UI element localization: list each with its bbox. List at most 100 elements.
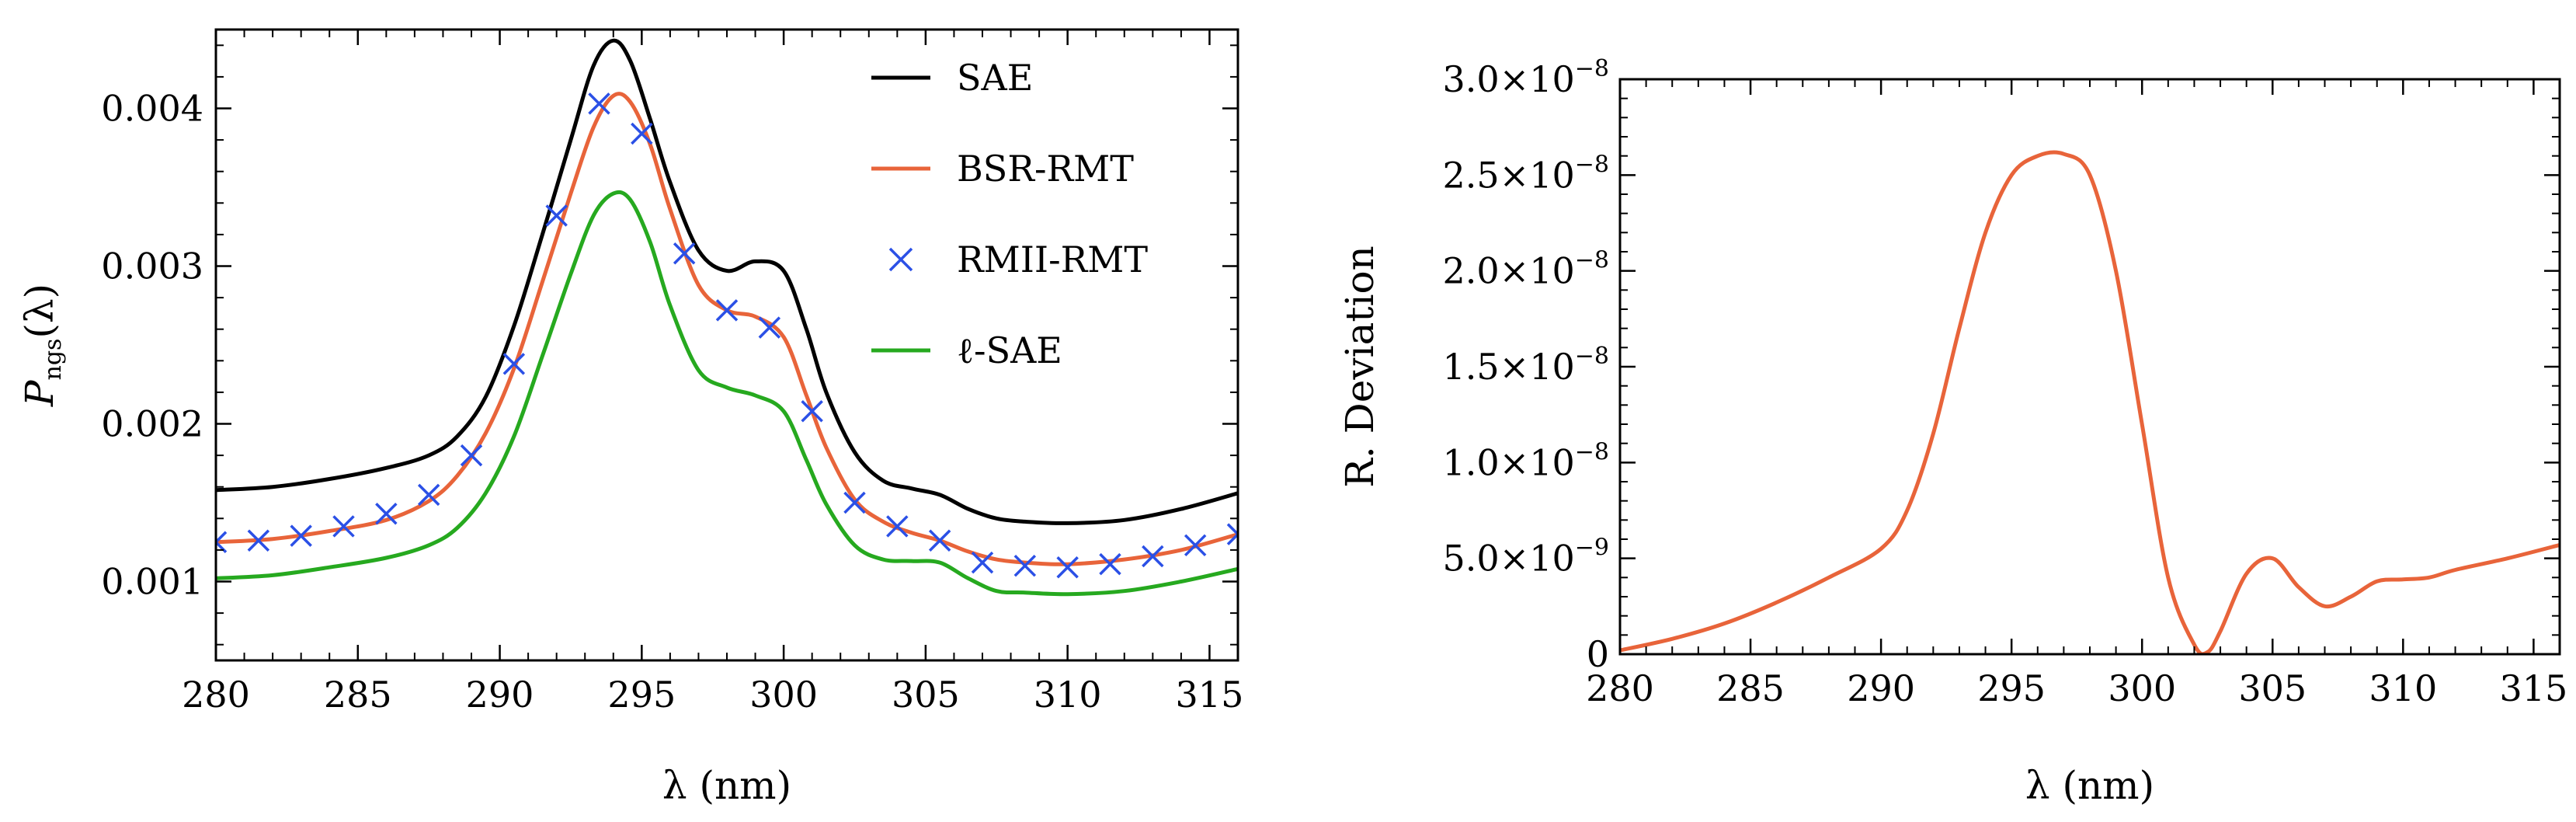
series-sae-line <box>216 38 1238 525</box>
series-rmii-rmt-marker <box>1056 556 1079 579</box>
left-x-tick-label: 280 <box>182 674 250 716</box>
marker-x-shape <box>375 502 398 525</box>
left-x-tick-label: 295 <box>607 674 676 716</box>
right-x-tick-label: 280 <box>1586 667 1654 709</box>
series-rmii-rmt-marker <box>758 316 781 339</box>
legend-label-sae: ℓ-SAE <box>957 329 1062 371</box>
series-rmii-rmt-marker <box>971 551 994 574</box>
left-plot-frame <box>214 28 1239 662</box>
series-rmii-rmt-marker <box>588 92 610 115</box>
marker-x-shape <box>715 299 739 322</box>
marker-x-shape <box>886 515 909 538</box>
right-y-tick-label: 0 <box>1587 633 1609 675</box>
marker-x-shape <box>801 400 823 423</box>
left-x-tick-label: 300 <box>749 674 818 716</box>
left-y-axis-label: Pngs(λ) <box>17 284 67 407</box>
series-rmii-rmt-marker <box>715 299 739 322</box>
legend-item-rmii-rmt: RMII-RMT <box>888 239 1148 280</box>
legend-marker-rmii-rmt <box>888 247 913 272</box>
left-x-axis-label: λ (nm) <box>662 763 791 808</box>
marker-x-shape <box>1013 554 1037 577</box>
series-rmii-rmt-marker <box>1013 554 1037 577</box>
series-bsr-rmt-line <box>216 92 1238 566</box>
series-rmii-rmt-marker <box>673 242 696 265</box>
left-series-group <box>216 38 1238 597</box>
series-rmii-rmt-marker <box>332 515 355 538</box>
right-x-tick-label: 315 <box>2499 667 2567 709</box>
right-plot-frame <box>1618 78 2561 656</box>
legend-label-sae: SAE <box>957 57 1033 99</box>
legend-label-rmii-rmt: RMII-RMT <box>957 239 1148 280</box>
series-rmii-rmt-marker <box>216 531 228 553</box>
marker-x-shape <box>247 529 270 552</box>
series-sae-line <box>216 190 1238 597</box>
left-x-tick-label: 315 <box>1176 674 1244 716</box>
right-y-tick-label: 5.0×10−9 <box>1443 535 1609 580</box>
left-x-tick-label: 310 <box>1034 674 1102 716</box>
marker-x-shape <box>1056 556 1079 579</box>
series-rmii-rmt-marker <box>1226 523 1238 545</box>
legend-item-sae: SAE <box>871 57 1033 99</box>
marker-x-shape <box>502 353 526 375</box>
marker-x-shape <box>673 242 696 265</box>
series-rmii-rmt-marker <box>290 524 312 547</box>
right-y-tick-label: 2.0×10−8 <box>1443 247 1609 292</box>
marker-x-shape <box>290 524 312 547</box>
left-x-tick-label: 305 <box>892 674 960 716</box>
marker-x-shape <box>1226 523 1238 545</box>
marker-x-shape <box>758 316 781 339</box>
right-x-tick-label: 295 <box>1977 667 2046 709</box>
marker-x-shape <box>460 444 483 467</box>
right-y-axis-label: R. Deviation <box>1337 246 1382 488</box>
right-y-tick-label: 2.5×10−8 <box>1443 151 1609 196</box>
marker-x-shape <box>1099 552 1121 576</box>
series-rmii-rmt-marker <box>417 483 440 507</box>
left-y-label-suffix: (λ) <box>17 284 62 339</box>
right-x-axis-label: λ (nm) <box>2025 763 2154 808</box>
right-series-group <box>1620 150 2560 654</box>
right-chart-panel: 280 285 290 295 300 305 310 315 0 5.0×10−9 1.0×10−… <box>1337 55 2567 808</box>
left-ticks: 280 285 290 295 300 305 310 315 0.001 0.002 0.003 0… <box>101 30 1243 716</box>
series-rmii-rmt-marker <box>1142 545 1164 568</box>
legend-item-sae: ℓ-SAE <box>871 329 1062 371</box>
left-legend: SAE BSR-RMT RMII-RMT ℓ-SAE <box>871 57 1148 371</box>
marker-x-shape <box>843 491 866 514</box>
marker-x-shape <box>216 531 228 553</box>
right-x-tick-label: 305 <box>2238 667 2307 709</box>
right-x-tick-label: 310 <box>2369 667 2437 709</box>
series-rmii-rmt-marker <box>928 529 951 552</box>
series-rmii-rmt-marker <box>801 400 823 423</box>
left-x-tick-label: 285 <box>324 674 392 716</box>
marker-x-shape <box>928 529 951 552</box>
series-rmii-rmt-marker <box>843 491 866 514</box>
right-ticks: 280 285 290 295 300 305 310 315 0 5.0×10−9 1.0×10−… <box>1443 55 2568 709</box>
series-rmii-rmt-marker <box>375 502 398 525</box>
left-y-tick-label: 0.004 <box>101 88 203 130</box>
legend-label-bsr-rmt: BSR-RMT <box>957 148 1134 190</box>
svg-text:Pngs(λ): Pngs(λ) <box>17 284 67 407</box>
marker-x-shape <box>1184 534 1207 557</box>
left-y-tick-label: 0.002 <box>101 403 203 445</box>
series-rmii-rmt-marker <box>545 204 568 227</box>
left-chart-panel: 280 285 290 295 300 305 310 315 0.001 0.002 0.003 0… <box>17 28 1243 808</box>
left-y-label-main: P <box>17 379 62 407</box>
series-rmii-rmt-marker <box>1184 534 1207 557</box>
series-rmii-rmt-marker <box>1099 552 1121 576</box>
series-rmii-rmt-marker <box>886 515 909 538</box>
marker-x-shape <box>971 551 994 574</box>
marker-x-shape <box>545 204 568 227</box>
left-y-label-sub: ngs <box>40 339 67 381</box>
marker-x-shape <box>631 122 653 145</box>
legend-item-bsr-rmt: BSR-RMT <box>871 148 1134 190</box>
left-y-tick-label: 0.003 <box>101 246 203 287</box>
series-rmii-rmt-marker <box>631 122 653 145</box>
series-rmii-rmt-marker <box>247 529 270 552</box>
right-y-tick-label: 1.0×10−8 <box>1443 438 1609 483</box>
left-x-tick-label: 290 <box>466 674 534 716</box>
marker-x-shape <box>588 92 610 115</box>
right-x-tick-label: 285 <box>1716 667 1785 709</box>
left-y-tick-label: 0.001 <box>101 561 203 603</box>
right-x-tick-label: 300 <box>2108 667 2176 709</box>
right-x-tick-label: 290 <box>1847 667 1915 709</box>
